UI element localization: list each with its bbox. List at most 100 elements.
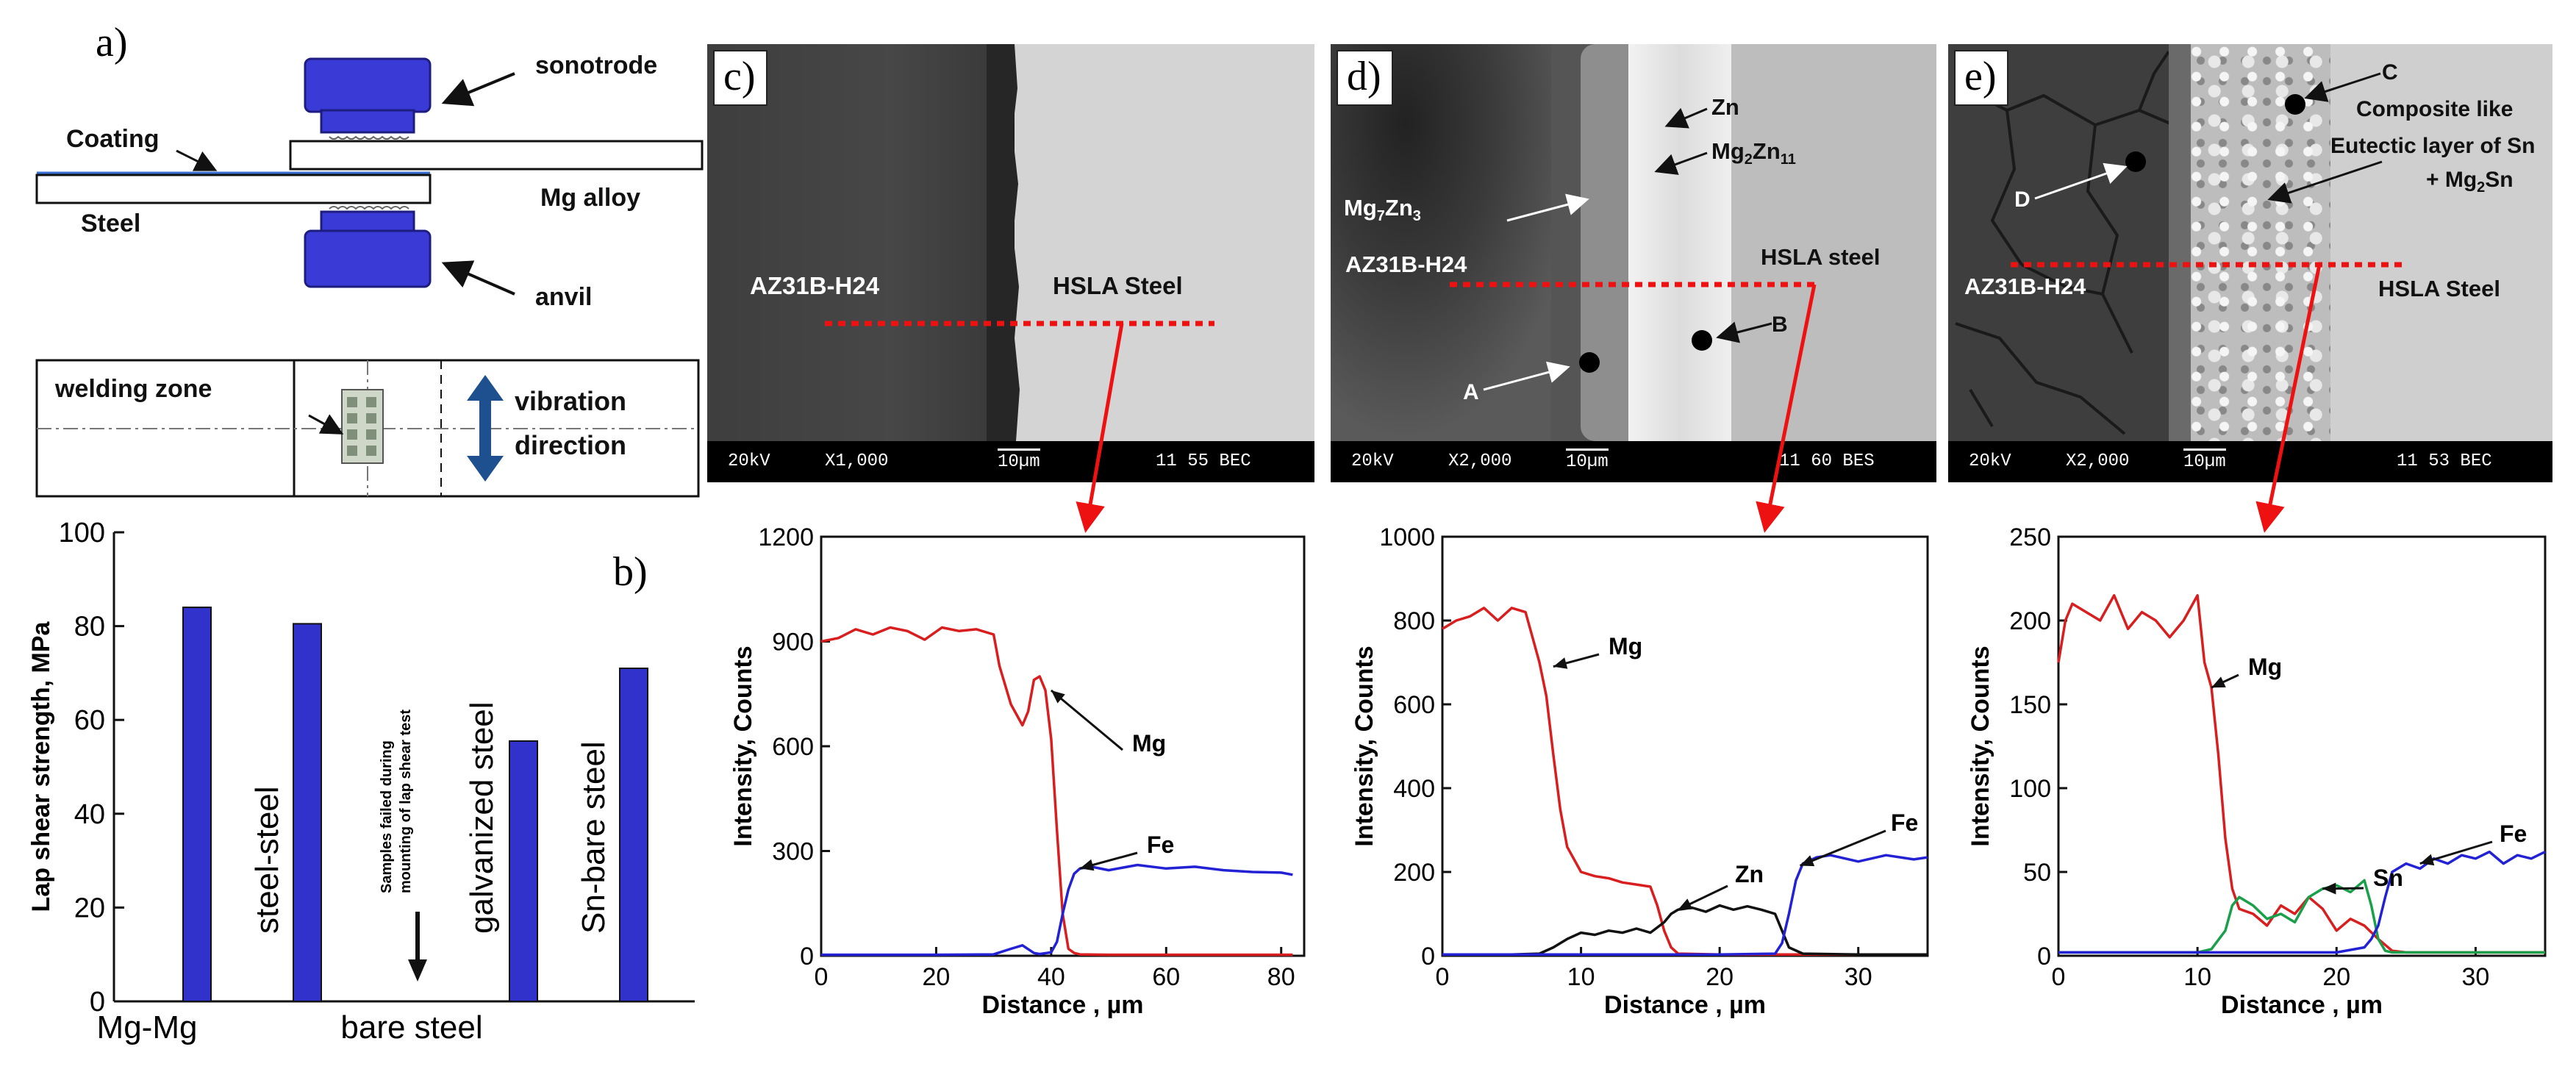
sem-magnification: X2,000: [1448, 451, 1512, 471]
sem-voltage: 20kV: [1969, 451, 2011, 471]
y-tick-label: 600: [772, 733, 814, 761]
panel-e-letter: e): [1954, 50, 2008, 106]
annotation-arrowhead: [2211, 676, 2226, 688]
label-vibration: vibration: [515, 386, 627, 416]
y-tick-label: 20: [74, 893, 105, 923]
y-tick-label: 200: [1393, 859, 1435, 887]
label-mg7zn3: Mg7Zn3: [1344, 195, 1421, 225]
panel-a-letter: a): [96, 20, 128, 65]
y-tick-label: 800: [1393, 607, 1435, 635]
annotation-arrowhead: [2419, 854, 2435, 866]
sem-scale: 10µm: [2183, 448, 2226, 472]
label-welding-zone: welding zone: [55, 375, 212, 403]
x-axis-label: Distance , µm: [982, 991, 1144, 1019]
label-point-a: A: [1463, 380, 1479, 404]
series-fe: [821, 863, 1293, 957]
label-az31b: AZ31B-H24: [750, 272, 880, 299]
label-steel: Steel: [81, 210, 141, 237]
sem-image-e: e) C Composite like Eutectic layer of Sn…: [1948, 44, 2552, 482]
label-mg2zn11: Mg2Zn11: [1711, 138, 1796, 168]
label-direction: direction: [515, 430, 627, 460]
annotation-fe: Fe: [2500, 820, 2527, 847]
y-tick-label: 300: [772, 838, 814, 866]
series-sn: [2058, 879, 2545, 954]
plot-frame: [2057, 535, 2547, 957]
annotation-arrow-mg: [1050, 689, 1123, 751]
plot-frame: [1441, 535, 1929, 957]
category-label: galvanized steel: [464, 701, 500, 934]
sem-image-d: d) Zn Mg2Zn11 Mg7Zn3 AZ31B-H24 HSLA stee…: [1331, 44, 1936, 482]
sem-scale: 10µm: [1566, 448, 1609, 472]
y-tick-label: 100: [59, 518, 105, 548]
plot-frame: [820, 535, 1306, 957]
vibration-arrow-icon: [467, 375, 504, 482]
x-tick-label: 0: [815, 963, 829, 991]
annotation-mg: Mg: [2248, 654, 2282, 680]
bar-steel-steel: [293, 623, 322, 1003]
y-tick-label: 900: [772, 629, 814, 657]
mg-region: [1948, 44, 2205, 441]
annotation-arrowhead: [1553, 657, 1568, 669]
category-label: bare steel: [340, 1009, 482, 1045]
annotation-fe: Fe: [1891, 809, 1918, 836]
x-tick-label: 40: [1037, 963, 1065, 991]
annotation-arrows-d: [1483, 107, 1772, 391]
sem-image-c: c) AZ31B-H24 HSLA Steel 20kV X1,000 10µm…: [707, 44, 1314, 482]
series-zn: [1442, 904, 1928, 957]
panel-d-letter: d): [1337, 50, 1393, 106]
sem-code: 11 60 BES: [1779, 451, 1875, 471]
sem-magnification: X2,000: [2066, 451, 2130, 471]
steel-region: [1015, 44, 1314, 441]
label-hsla: HSLA Steel: [1053, 272, 1183, 299]
series-mg: [820, 626, 1293, 957]
point-d-dot: [2125, 151, 2146, 172]
label-point-d: D: [2014, 187, 2031, 212]
sem-voltage: 20kV: [1351, 451, 1394, 471]
annotation-fe: Fe: [1147, 832, 1174, 858]
annotation-arrows-e: [2034, 72, 2383, 204]
y-tick-label: 100: [2009, 775, 2051, 803]
bar-galvanized-steel: [509, 740, 538, 1002]
mg7zn3-layer: [1581, 44, 1632, 441]
steel-region: [2330, 44, 2552, 441]
x-tick-label: 80: [1267, 963, 1295, 991]
x-tick-label: 20: [1706, 963, 1734, 991]
mg-region: [707, 44, 1015, 441]
point-b-dot: [1692, 330, 1712, 351]
point-c-dot: [2285, 94, 2305, 115]
linescan-chart-d: 0 200 400 600 800 1000 0 10 20 30 Distance , µm Int…: [1350, 523, 1929, 1019]
annotation-mg: Mg: [1132, 730, 1166, 757]
welding-zone-pattern: [341, 389, 384, 464]
point-a-dot: [1579, 352, 1600, 373]
y-axis-label: Intensity, Counts: [1967, 646, 1994, 846]
lap-shear-bar-chart: 0 20 40 60 80 100 Lap shear strength, MPa Mg-Mg…: [27, 518, 695, 1045]
y-tick-label: 200: [2009, 607, 2051, 635]
x-tick-label: 30: [1845, 963, 1872, 991]
annotation-zn: Zn: [1735, 861, 1764, 887]
x-tick-label: 60: [1152, 963, 1180, 991]
series-fe: [2058, 850, 2546, 954]
y-tick-label: 150: [2009, 691, 2051, 719]
sem-info-bar: 20kV X2,000 10µm 11 60 BES: [1331, 441, 1936, 482]
annotation-arrowhead: [1051, 690, 1065, 704]
label-eutectic-2: + Mg2Sn: [2426, 168, 2514, 196]
lap-joint-schematic: [35, 57, 704, 498]
linescan-chart-c: 0 300 600 900 1200 0 20 40 60 80 Distance , µm Inte…: [729, 523, 1306, 1019]
label-hsla: HSLA Steel: [2378, 276, 2500, 301]
sem-info-bar: 20kV X1,000 10µm 11 55 BEC: [707, 441, 1314, 482]
sem-code: 11 55 BEC: [1156, 451, 1251, 471]
x-tick-label: 20: [2322, 963, 2350, 991]
failed-samples-note: Samples failed during mounting of lap sh…: [377, 709, 415, 893]
note-line-1: Samples failed during: [379, 740, 395, 893]
y-tick-label: 600: [1393, 691, 1435, 719]
panel-c-letter: c): [713, 50, 768, 106]
down-arrow-icon: [408, 912, 427, 982]
x-tick-label: 10: [1567, 963, 1595, 991]
crack-pattern: [1955, 50, 2192, 435]
category-label: Sn-bare steel: [576, 741, 612, 934]
x-tick-label: 20: [923, 963, 951, 991]
annotation-arrow-fe: [1799, 829, 1886, 867]
annotation-arrowhead: [1800, 855, 1815, 867]
note-line-2: mounting of lap shear test: [398, 709, 414, 893]
y-axis-label: Intensity, Counts: [729, 646, 757, 846]
